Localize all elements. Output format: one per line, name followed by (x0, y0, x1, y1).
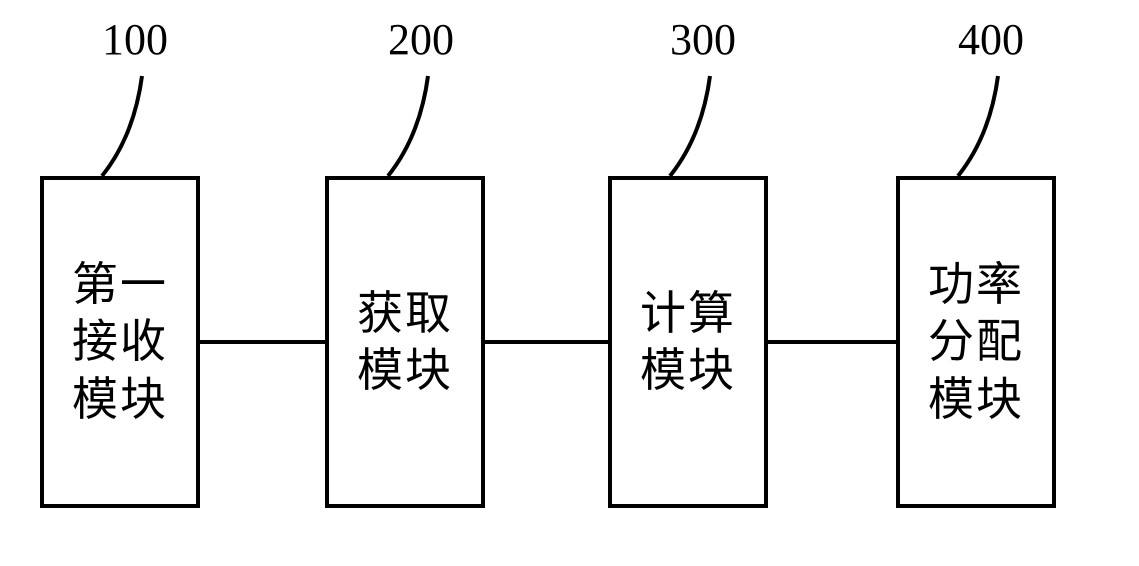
box-400-power-allocation-module: 功率分配模块 (896, 176, 1056, 508)
box-300-calculate-module: 计算模块 (608, 176, 768, 508)
connector-1-2 (200, 340, 325, 344)
box-100-text: 第一接收模块 (72, 256, 168, 429)
box-100-first-receive-module: 第一接收模块 (40, 176, 200, 508)
diagram-canvas: 100 200 300 400 第一接收模块 获取模块 计算模块 功率分配模块 (0, 0, 1139, 566)
label-400: 400 (958, 14, 1024, 65)
label-200: 200 (388, 14, 454, 65)
lead-line-300 (672, 76, 732, 186)
box-400-text: 功率分配模块 (928, 256, 1024, 429)
connector-3-4 (768, 340, 896, 344)
lead-line-100 (104, 76, 164, 186)
box-300-text: 计算模块 (640, 285, 736, 400)
label-100: 100 (102, 14, 168, 65)
lead-line-400 (960, 76, 1020, 186)
lead-line-200 (390, 76, 450, 186)
box-200-text: 获取模块 (357, 285, 453, 400)
box-200-acquire-module: 获取模块 (325, 176, 485, 508)
connector-2-3 (485, 340, 608, 344)
label-300: 300 (670, 14, 736, 65)
